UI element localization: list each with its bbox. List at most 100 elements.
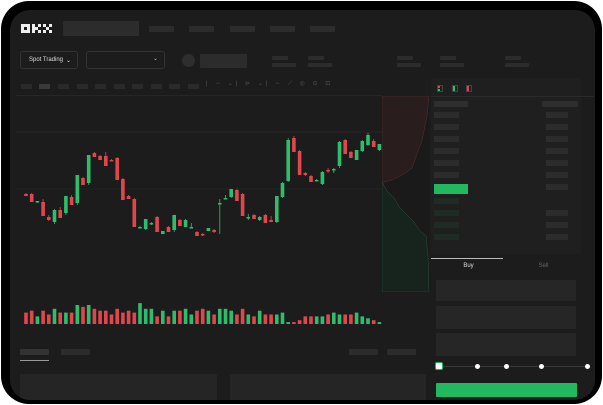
candle-body: [166, 227, 171, 232]
chevron-down-icon: ⌄: [66, 57, 72, 64]
volume-bar: [229, 310, 233, 324]
filter-button[interactable]: [349, 349, 378, 355]
volume-bar: [121, 312, 125, 324]
bid-amount: [546, 210, 568, 216]
interval-button[interactable]: [21, 84, 32, 89]
volume-bar: [371, 320, 376, 324]
volume-bar: [246, 314, 251, 324]
volume-bar: [155, 316, 159, 324]
candle-body: [337, 142, 342, 166]
candle-body: [29, 194, 34, 202]
total-input[interactable]: [436, 333, 576, 356]
slider-mark-25[interactable]: [475, 364, 480, 369]
asks-only-icon[interactable]: [466, 85, 472, 92]
both-sides-icon[interactable]: [437, 85, 443, 92]
interval-button[interactable]: [151, 84, 162, 89]
amount-input[interactable]: [436, 306, 576, 329]
buy-button[interactable]: [436, 383, 577, 397]
candle-body: [354, 150, 359, 160]
candle-body: [206, 228, 211, 231]
volume-bar: [200, 308, 205, 324]
stat-label: [272, 56, 288, 60]
chart-tools[interactable]: | ∽ ⌄| ⊳ ⌄| ∼ ⟋ ◎ ⊙ ⊡: [206, 81, 334, 87]
volume-bar: [64, 312, 68, 324]
bid-price: [434, 210, 459, 216]
stat-value: [505, 63, 529, 67]
candle-body: [229, 189, 233, 197]
volume-bar: [195, 310, 199, 324]
slider-mark-50[interactable]: [504, 364, 509, 369]
stat-value: [308, 63, 332, 67]
ask-amount: [546, 184, 568, 190]
volume-bar: [138, 303, 142, 324]
candle-body: [109, 160, 114, 162]
candle-body: [98, 156, 102, 160]
candle-body: [138, 227, 142, 229]
pair-select[interactable]: ⌄: [86, 51, 165, 69]
interval-button[interactable]: [169, 84, 180, 89]
nav-item[interactable]: [149, 26, 174, 32]
volume-bar: [326, 314, 330, 324]
slider-mark-100[interactable]: [585, 364, 590, 369]
volume-bar: [109, 314, 114, 324]
ask-amount: [546, 112, 568, 118]
candle-body: [41, 202, 45, 216]
price-input[interactable]: [436, 280, 576, 301]
tab-buy[interactable]: Buy: [463, 263, 474, 269]
volume-bar: [332, 312, 336, 324]
interval-button[interactable]: [132, 84, 143, 89]
interval-button[interactable]: [95, 84, 106, 89]
candle-body: [280, 183, 285, 197]
market-select[interactable]: Spot Trading ⌄: [20, 51, 78, 69]
bids-only-icon[interactable]: [452, 85, 458, 92]
volume-bar: [286, 322, 290, 324]
candle-body: [286, 140, 290, 181]
ask-price: [434, 112, 459, 118]
nav-item[interactable]: [230, 26, 255, 32]
column-header: [542, 101, 578, 107]
ask-amount: [546, 172, 568, 178]
interval-button-active[interactable]: [39, 84, 50, 89]
nav-item[interactable]: [189, 26, 214, 32]
volume-bar: [303, 316, 308, 324]
candle-body: [81, 178, 85, 185]
filter-button[interactable]: [387, 349, 416, 355]
candle-body: [58, 210, 62, 218]
interval-button[interactable]: [77, 84, 88, 89]
candle-body: [52, 210, 57, 222]
slider-track[interactable]: [440, 366, 588, 367]
ask-price: [434, 160, 459, 166]
tab-sell[interactable]: Sell: [538, 263, 549, 269]
interval-button[interactable]: [188, 84, 199, 89]
search-bar[interactable]: [63, 21, 139, 36]
volume-bar: [189, 314, 194, 324]
candle-body: [115, 158, 119, 180]
volume-bar: [309, 316, 313, 324]
candlestick-chart[interactable]: [16, 96, 382, 336]
candle-body: [126, 196, 131, 199]
volume-bar: [354, 312, 359, 324]
volume-bar: [275, 314, 279, 324]
volume-bar: [166, 316, 171, 324]
slider-handle[interactable]: [435, 362, 443, 370]
nav-item[interactable]: [270, 26, 295, 32]
slider-mark-75[interactable]: [539, 364, 544, 369]
okx-logo: [21, 24, 52, 33]
volume-bar: [343, 314, 347, 324]
interval-button[interactable]: [58, 84, 69, 89]
candle-body: [69, 197, 74, 205]
stat-label: [308, 56, 324, 60]
interval-button[interactable]: [114, 84, 125, 89]
bid-amount: [546, 234, 568, 240]
tab-order-history[interactable]: [61, 349, 90, 355]
candle-body: [183, 220, 188, 227]
volume-bar: [269, 314, 273, 324]
ask-depth-area: [382, 96, 429, 183]
tab-open-orders[interactable]: [20, 349, 49, 355]
nav-item[interactable]: [310, 26, 335, 32]
volume-bar: [149, 308, 154, 324]
volume-bar: [320, 316, 325, 324]
ask-price: [434, 172, 459, 178]
candle-body: [212, 230, 216, 232]
candle-body: [155, 217, 159, 232]
